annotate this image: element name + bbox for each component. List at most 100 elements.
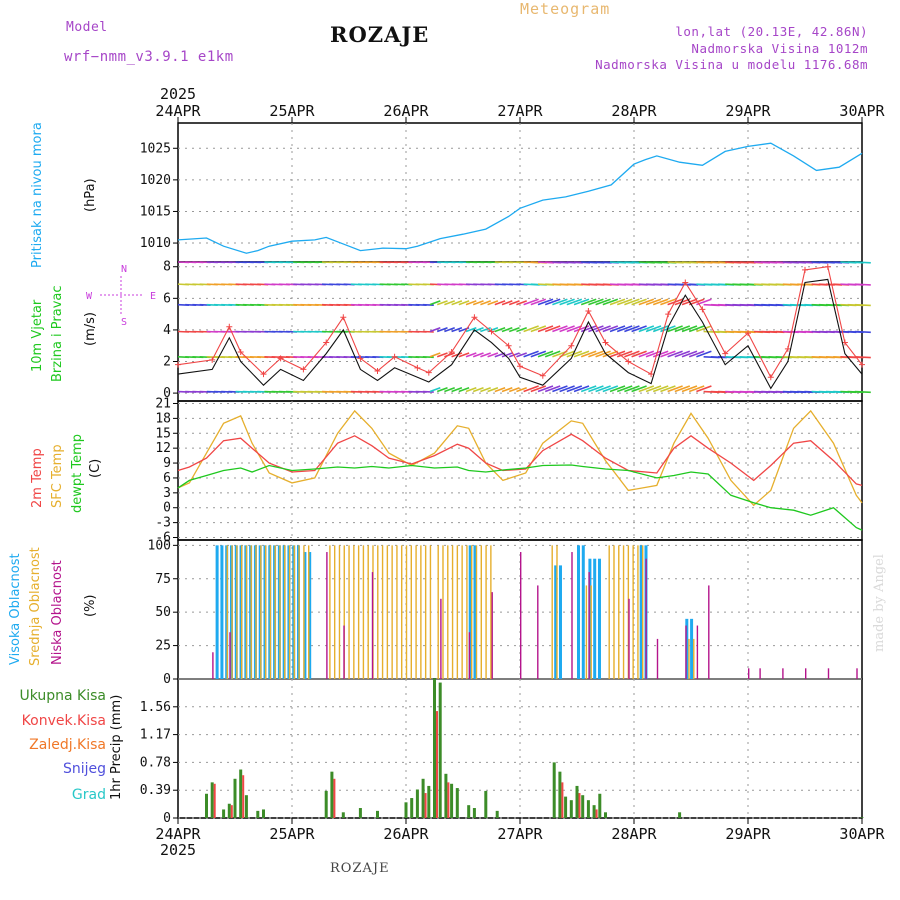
x-day-label-bottom: 27APR [497, 825, 543, 843]
wind-barb [674, 325, 691, 333]
wind-barb [580, 325, 597, 333]
wind-barb [480, 387, 491, 393]
wind-barb [631, 298, 647, 306]
cloud-high-bar [554, 565, 558, 679]
precip-total-bar [575, 785, 579, 818]
wind-barb [580, 350, 597, 358]
precip-conv-bar [595, 809, 598, 818]
wind-barb [602, 350, 619, 358]
x-day-label-top: 28APR [611, 102, 657, 120]
wind-barb [645, 298, 662, 306]
wind-gust-marker [505, 342, 512, 349]
wind-barb [494, 300, 506, 306]
wind-barb [501, 326, 513, 333]
wind-barb [588, 385, 604, 393]
compass-cross [100, 276, 142, 316]
precip-total-bar [256, 810, 260, 818]
cloud-mid-bar [274, 545, 276, 679]
wind-barb [480, 352, 491, 358]
temp-dewpt-line [177, 464, 863, 531]
wind-barb [537, 350, 554, 358]
wind-barb [523, 325, 539, 333]
cloud-mid-bar [343, 545, 345, 679]
wind-barb [444, 387, 455, 393]
wind-barb [487, 326, 499, 333]
cloud-mid-bar [642, 545, 644, 679]
wind-barb [645, 325, 662, 333]
cloud-mid-bar [245, 545, 248, 679]
wind-barb [559, 298, 575, 306]
wind-barb [688, 325, 705, 333]
model-label: Model [66, 20, 108, 35]
wind-barb [487, 352, 499, 358]
y-tick-label: 1025 [140, 141, 171, 156]
precip-total-bar [581, 795, 585, 818]
wind-barb [566, 325, 583, 333]
cloud-mid-bar [303, 545, 305, 679]
cloud-low-bar [520, 552, 522, 679]
precip-conv-bar [230, 805, 233, 818]
precip-total-bar [678, 812, 682, 818]
wind-gust-marker [517, 363, 523, 370]
wind-barb [681, 350, 698, 358]
precip-legend-3: Snijeg [63, 761, 106, 777]
cloud-low-bar [371, 572, 374, 679]
wind-barb [566, 298, 583, 306]
y-tick-label: -3 [155, 516, 171, 531]
precip-total-bar [227, 803, 231, 818]
wind-barb [523, 298, 539, 306]
wind-barb [595, 385, 611, 393]
compass-south: S [121, 317, 127, 328]
cloud-high-bar [690, 618, 694, 679]
wind-gust-marker [260, 371, 267, 378]
pressure-line [177, 142, 863, 254]
cloud-low-bar [782, 668, 784, 679]
cloud-mid-bar [284, 545, 286, 679]
cloud-mid-bar [391, 545, 393, 679]
cloud-low-bar [343, 625, 345, 679]
precip-total-bar [421, 778, 425, 818]
wind-gust-marker [391, 353, 398, 360]
cloud-low-bar [537, 585, 539, 679]
cloud-mid-bar [410, 545, 412, 679]
precip-total-bar [444, 773, 448, 818]
wind-barb [638, 350, 655, 358]
wind-barb [580, 385, 597, 393]
wind-barb [616, 298, 633, 306]
y-tick-label: 6 [163, 291, 171, 306]
x-day-label-top: 25APR [269, 102, 315, 120]
precip-total-bar [233, 778, 237, 818]
cloud-mid-bar [255, 545, 257, 679]
wind-gust-marker [722, 350, 729, 357]
wind-barb [595, 298, 611, 306]
cloud-low-bar [805, 668, 807, 679]
cloud-mid-bar [437, 545, 439, 679]
cloud-mid-bar [456, 545, 459, 679]
wind-barb [854, 261, 871, 264]
cloud-high-bar [303, 552, 307, 679]
wind-gust-marker [300, 366, 307, 373]
wind-barb [480, 300, 491, 306]
footer-station: ROZAJE [330, 861, 390, 876]
cloud-mid-bar [429, 545, 432, 679]
wind-barb [674, 298, 691, 306]
wind-barb [588, 325, 604, 333]
cloud-mid-bar [381, 545, 384, 679]
wind-barb [537, 298, 554, 306]
x-day-label-bottom: 25APR [269, 825, 315, 843]
wind-barb [667, 385, 683, 393]
wind-barb [436, 326, 448, 333]
precip-legend-4: Grad [72, 787, 106, 803]
panel-frame-pressure [177, 122, 863, 263]
wind-barb [508, 352, 520, 358]
cloud-mid-bar [461, 545, 463, 679]
wind-gust-marker [471, 314, 478, 321]
wind-barb [472, 352, 484, 358]
wind-barb [854, 330, 871, 334]
wind-barb [588, 350, 604, 358]
wind-barb [660, 350, 676, 358]
cloud-mid-bar [401, 545, 403, 679]
cloud-high-bar [558, 565, 562, 679]
precip-total-bar [330, 771, 334, 818]
cloud-mid-bar [362, 545, 365, 679]
